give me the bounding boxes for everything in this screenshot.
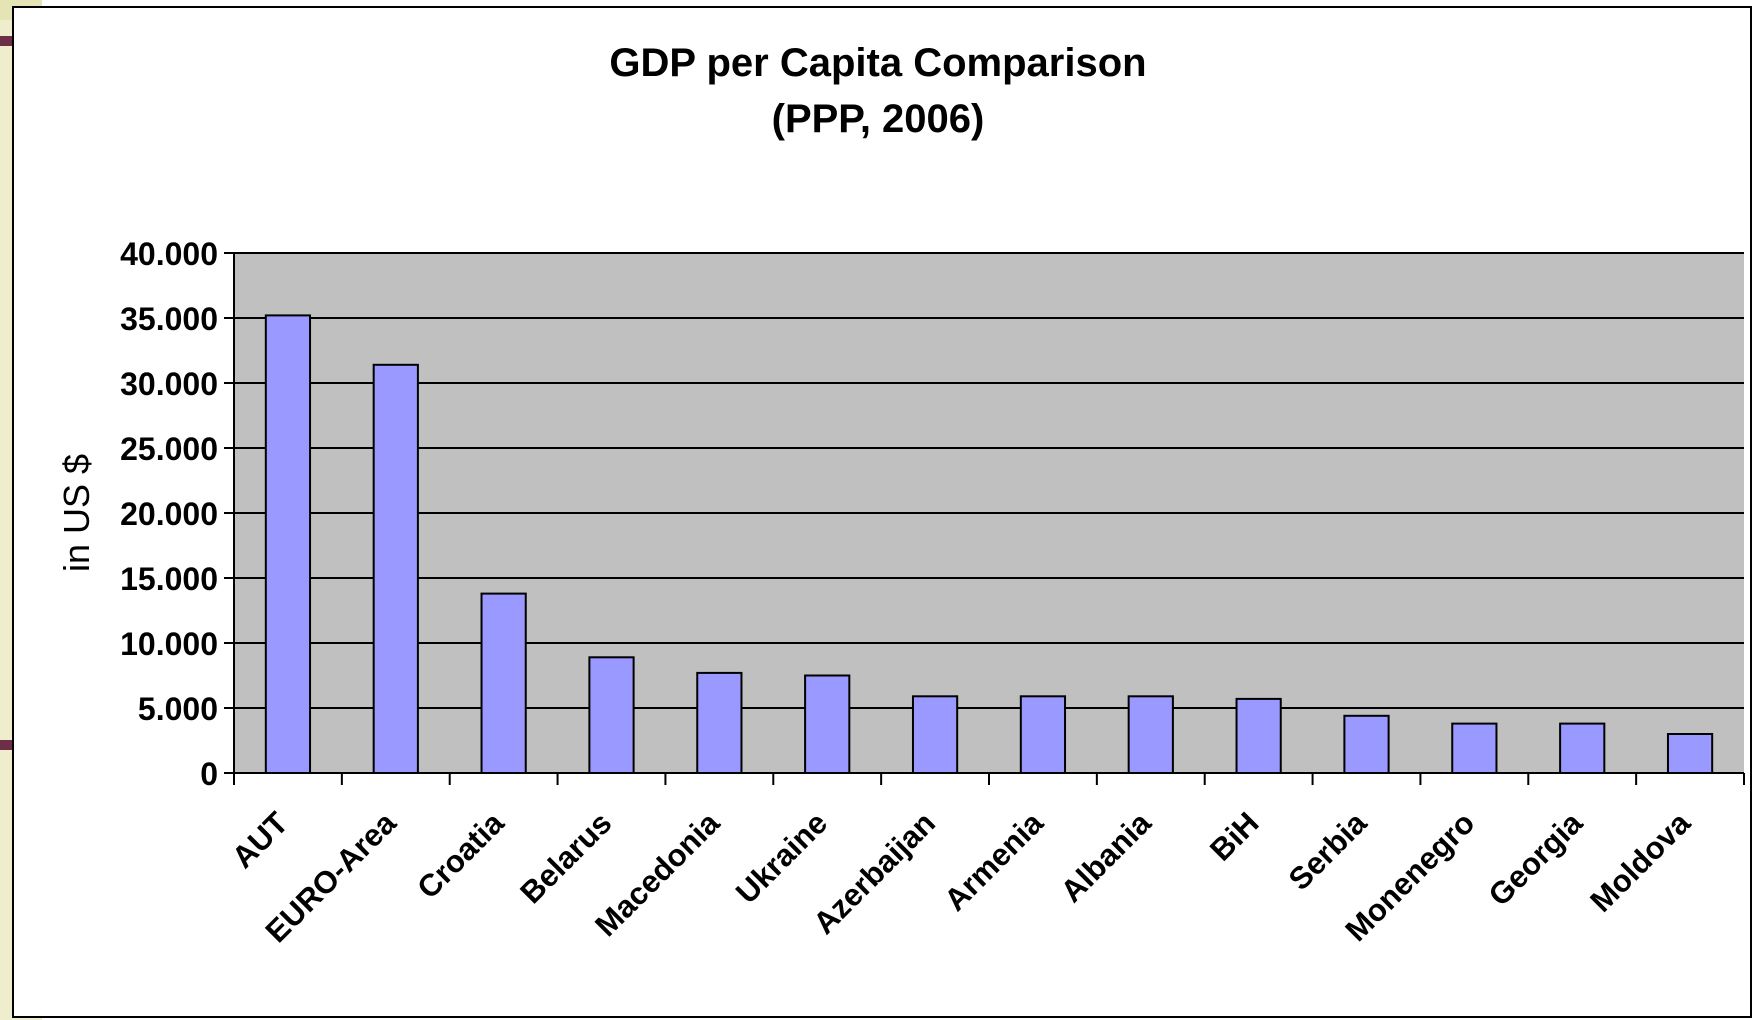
bar bbox=[1235, 697, 1282, 775]
y-axis-ticks: 0 5.000 10.000 15.000 20.000 25.000 30.000 35.0… bbox=[120, 236, 234, 792]
y-tick-label: 40.000 bbox=[120, 236, 218, 272]
bar bbox=[1019, 695, 1067, 774]
bar bbox=[480, 592, 527, 774]
bar bbox=[911, 695, 959, 774]
slide-accent-line-bottom bbox=[0, 740, 12, 750]
y-tick-label: 10.000 bbox=[120, 626, 218, 662]
bar bbox=[696, 671, 743, 775]
chart-title: GDP per Capita Comparison bbox=[609, 41, 1146, 85]
chart-subtitle: (PPP, 2006) bbox=[772, 97, 985, 141]
x-tick-label: AUT bbox=[225, 805, 295, 875]
y-axis-label: in US $ bbox=[56, 454, 97, 572]
x-tick-label: Georgia bbox=[1482, 805, 1590, 913]
y-tick-label: 25.000 bbox=[120, 431, 218, 467]
gridlines bbox=[234, 252, 1744, 709]
slide-accent-line-top bbox=[0, 36, 12, 46]
bar bbox=[1127, 695, 1174, 774]
x-tick-label: Serbia bbox=[1282, 805, 1374, 897]
bar bbox=[264, 314, 312, 774]
chart-frame: GDP per Capita Comparison (PPP, 2006) 0 5… bbox=[12, 6, 1752, 1018]
y-tick-label: 5.000 bbox=[138, 691, 218, 727]
bar bbox=[372, 363, 419, 774]
y-tick-label: 20.000 bbox=[120, 496, 218, 532]
bar-chart: GDP per Capita Comparison (PPP, 2006) 0 5… bbox=[56, 41, 1745, 949]
bar bbox=[1451, 722, 1498, 774]
bar bbox=[804, 674, 851, 774]
y-tick-label: 30.000 bbox=[120, 366, 218, 402]
x-tick-label: BiH bbox=[1203, 805, 1266, 868]
x-tick-label: Croatia bbox=[410, 805, 511, 906]
x-tick-label: Albania bbox=[1054, 805, 1158, 909]
y-tick-label: 15.000 bbox=[120, 561, 218, 597]
y-tick-label: 35.000 bbox=[120, 301, 218, 337]
bar bbox=[1559, 722, 1606, 774]
bar bbox=[1343, 714, 1390, 774]
x-tick-label: Ukraine bbox=[729, 805, 834, 910]
x-tick-label: Belarus bbox=[513, 805, 618, 910]
bar bbox=[588, 656, 635, 774]
bar bbox=[1666, 733, 1714, 774]
bars bbox=[264, 314, 1714, 775]
y-tick-label: 0 bbox=[200, 756, 218, 792]
x-tick-label: Moldova bbox=[1583, 805, 1697, 919]
x-tick-label: Armenia bbox=[937, 805, 1050, 918]
